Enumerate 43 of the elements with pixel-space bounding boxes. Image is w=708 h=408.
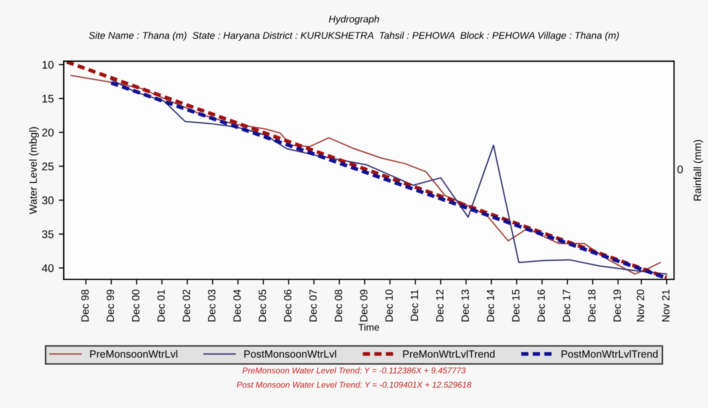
text: Post Monsoon Water Level Trend: Y = -0.109401X + 12.529618 <box>236 382 472 388</box>
y-axis-title: Water Level (mbgl) <box>29 127 39 214</box>
x-tick-label: Dec 02 <box>182 290 190 322</box>
x-tick-label: Dec 15 <box>512 290 520 322</box>
x-tick-label: Nov 20 <box>636 290 644 322</box>
y-tick-label: 20 <box>42 128 54 137</box>
x-tick-label: Dec 14 <box>486 290 494 322</box>
y-tick-label: 40 <box>42 264 54 272</box>
x-tick-label: Dec 16 <box>537 290 545 322</box>
legend-label: PreMonWtrLvlTrend <box>403 350 495 358</box>
x-axis-title: Time <box>358 324 380 331</box>
y2-axis-title: Rainfall (mm) <box>693 140 704 200</box>
x-tick-label: Dec 08 <box>334 290 342 322</box>
y-tick-label: 25 <box>42 162 54 170</box>
chart-subtitle: Site Name : Thana (m) State : Haryana District : KURUKSHETRA Tahsil : PEHOWA Block : PEHOWA Village : Thana (m) <box>88 32 619 41</box>
x-tick-label: Dec 07 <box>309 290 317 322</box>
x-tick-label: Dec 17 <box>562 290 570 322</box>
x-tick-label: Dec 18 <box>588 290 596 322</box>
x-tick-label: Dec 03 <box>208 290 216 322</box>
x-tick-label: Dec 04 <box>233 290 241 322</box>
legend-label: PostMonWtrLvlTrend <box>562 350 658 358</box>
x-tick-label: Dec 19 <box>613 290 621 322</box>
x-tick-label: Dec 99 <box>106 290 114 322</box>
x-tick-label: Dec 13 <box>461 290 469 322</box>
y-tick-label: 30 <box>42 196 54 204</box>
chart-title: Hydrograph <box>328 15 379 24</box>
y-tick-label: 35 <box>42 230 54 238</box>
legend-label: PreMonsoonWtrLvl <box>90 350 178 358</box>
legend-label: PostMonsoonWtrLvl <box>244 350 336 358</box>
x-tick-label: Dec 06 <box>284 290 292 322</box>
x-tick-label: Nov 21 <box>662 290 670 322</box>
y-tick-label: 10 <box>42 60 54 69</box>
x-tick-label: Dec 01 <box>157 290 165 322</box>
text: 0 <box>678 165 683 174</box>
x-tick-label: Dec 10 <box>385 290 393 322</box>
y-tick-label: 15 <box>42 94 54 103</box>
x-tick-label: Dec 11 <box>410 290 418 321</box>
text: PreMonsoon Water Level Trend: Y = -0.112386X + 9.457773 <box>242 367 466 374</box>
x-tick-label: Dec 09 <box>360 290 368 322</box>
x-tick-label: Dec 00 <box>132 290 140 322</box>
x-tick-label: Dec 12 <box>436 290 444 322</box>
x-tick-label: Dec 98 <box>81 290 89 322</box>
x-tick-label: Dec 05 <box>258 290 266 322</box>
